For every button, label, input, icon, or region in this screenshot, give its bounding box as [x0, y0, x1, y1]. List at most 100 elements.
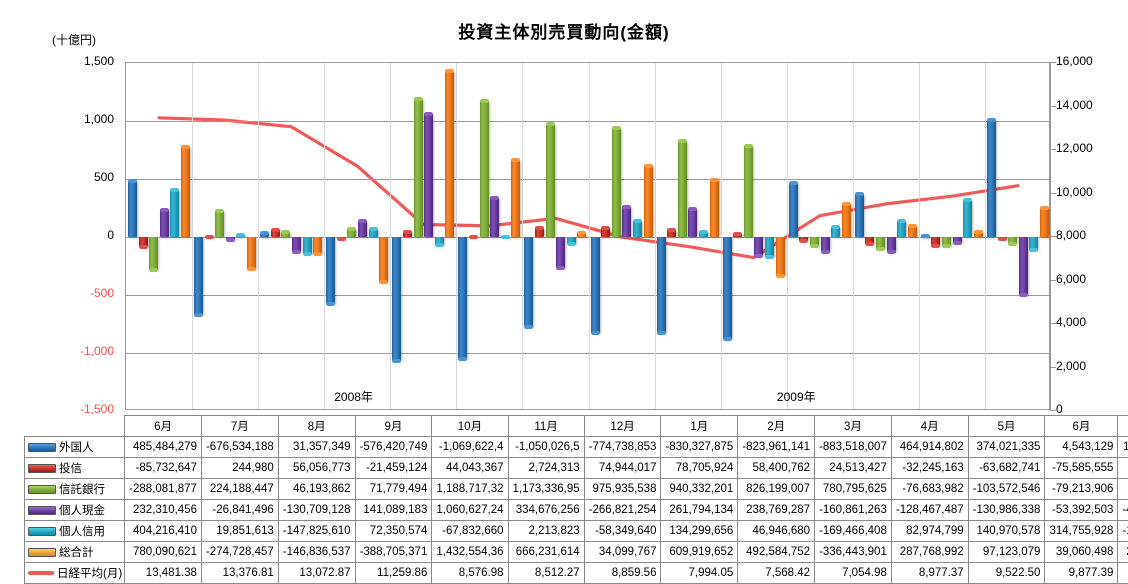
table-cell: 7,568.42 — [738, 563, 815, 584]
table-cell: -497,334,481 — [1118, 500, 1128, 521]
bar-個人現金 — [424, 114, 433, 237]
bar-cap — [931, 244, 940, 248]
bar-cap — [942, 244, 951, 248]
table-cell: 826,199,007 — [738, 479, 815, 500]
table-cell: -9,297,555 — [1118, 458, 1128, 479]
bar-個人現金 — [821, 237, 830, 252]
bar-信託銀行 — [347, 229, 356, 237]
bar-cap — [987, 118, 996, 122]
bar-cap — [524, 325, 533, 329]
table-cell: 2,213,823 — [508, 521, 584, 542]
bar-個人信用 — [435, 237, 444, 245]
bar-個人現金 — [887, 237, 896, 252]
bar-cap — [591, 331, 600, 335]
bar-総合計 — [181, 147, 190, 237]
bar-cluster — [919, 63, 985, 409]
bar-cap — [577, 231, 586, 235]
table-cell: 7,054.98 — [815, 563, 892, 584]
bar-cap — [392, 359, 401, 363]
table-cell: 72,350,574 — [355, 521, 432, 542]
bar-総合計 — [974, 232, 983, 237]
table-cell: 44,043,367 — [432, 458, 508, 479]
bar-cap — [644, 164, 653, 168]
bar-cap — [139, 245, 148, 249]
bar-cap — [633, 219, 642, 223]
bar-cap — [236, 233, 245, 237]
bar-個人現金 — [953, 237, 962, 243]
bar-個人現金 — [292, 237, 301, 252]
table-cell: 666,231,614 — [508, 542, 584, 563]
legend-swatch-個人信用 — [28, 527, 56, 536]
bar-cap — [379, 280, 388, 284]
right-axis-tick-label: 12,000 — [1056, 141, 1126, 155]
legend-swatch-外国人 — [28, 443, 56, 452]
bar-cluster — [985, 63, 1051, 409]
bar-信託銀行 — [744, 146, 753, 237]
table-cell: -274,728,457 — [201, 542, 278, 563]
table-cell: 9,877.39 — [1045, 563, 1118, 584]
right-axis-tick-label: 14,000 — [1056, 98, 1126, 112]
table-cell: 31,357,349 — [278, 437, 355, 458]
table-column-header: 10月 — [432, 416, 508, 437]
bar-外国人 — [458, 237, 467, 359]
bar-cluster — [853, 63, 919, 409]
bar-信託銀行 — [414, 99, 423, 237]
table-cell: 13,481.38 — [125, 563, 202, 584]
table-cell: 24,513,427 — [815, 458, 892, 479]
table-cell: 374,021,335 — [968, 437, 1045, 458]
bar-cap — [876, 247, 885, 251]
right-axis-tick-label: 0 — [1056, 402, 1126, 416]
bar-cap — [953, 241, 962, 245]
bar-cap — [271, 228, 280, 232]
bar-cap — [424, 112, 433, 116]
bar-cap — [601, 226, 610, 230]
bar-cap — [480, 99, 489, 103]
bar-cap — [337, 237, 346, 241]
bar-cap — [622, 205, 631, 209]
right-axis-tick-label: 4,000 — [1056, 315, 1126, 329]
left-axis-tick-label: -1,500 — [42, 402, 114, 416]
bar-cluster — [390, 63, 456, 409]
bar-外国人 — [194, 237, 203, 315]
legend-swatch-投信 — [28, 464, 56, 473]
data-table: 6月7月8月9月10月11月12月1月2月3月4月5月6月7月外国人485,48… — [24, 415, 1128, 584]
bar-投信 — [337, 237, 346, 239]
bar-個人信用 — [699, 232, 708, 237]
table-cell: 71,779,494 — [355, 479, 432, 500]
bar-cap — [414, 97, 423, 101]
bar-cap — [887, 250, 896, 254]
bar-総合計 — [379, 237, 388, 282]
bar-個人現金 — [622, 207, 631, 237]
table-cell: 39,060,498 — [1045, 542, 1118, 563]
table-cell: -53,392,503 — [1045, 500, 1118, 521]
bar-cluster — [655, 63, 721, 409]
legend-swatch-個人現金 — [28, 506, 56, 515]
bar-信託銀行 — [215, 211, 224, 237]
bar-個人現金 — [688, 209, 697, 237]
table-cell: -108,390,254 — [1118, 521, 1128, 542]
table-cell: -830,327,875 — [661, 437, 738, 458]
bar-cap — [776, 274, 785, 278]
bar-cap — [194, 313, 203, 317]
year-band-label: 2009年 — [777, 388, 816, 405]
legend-label-text: 外国人 — [59, 442, 94, 454]
bar-cap — [128, 179, 137, 183]
bar-cap — [205, 235, 214, 239]
table-cell: -128,467,487 — [891, 500, 968, 521]
table-cell: 74,944,017 — [584, 458, 661, 479]
table-cell: 141,089,183 — [355, 500, 432, 521]
bar-cap — [260, 231, 269, 235]
right-axis-tick — [1050, 236, 1056, 237]
bar-cap — [688, 207, 697, 211]
table-column-header: 8月 — [278, 416, 355, 437]
bar-信託銀行 — [281, 232, 290, 237]
bar-信託銀行 — [942, 237, 951, 246]
legend-swatch-総合計 — [28, 548, 56, 557]
table-cell: 56,056,773 — [278, 458, 355, 479]
table-cell: 4,543,129 — [1045, 437, 1118, 458]
table-cell: 940,332,201 — [661, 479, 738, 500]
right-axis-tick — [1050, 106, 1056, 107]
